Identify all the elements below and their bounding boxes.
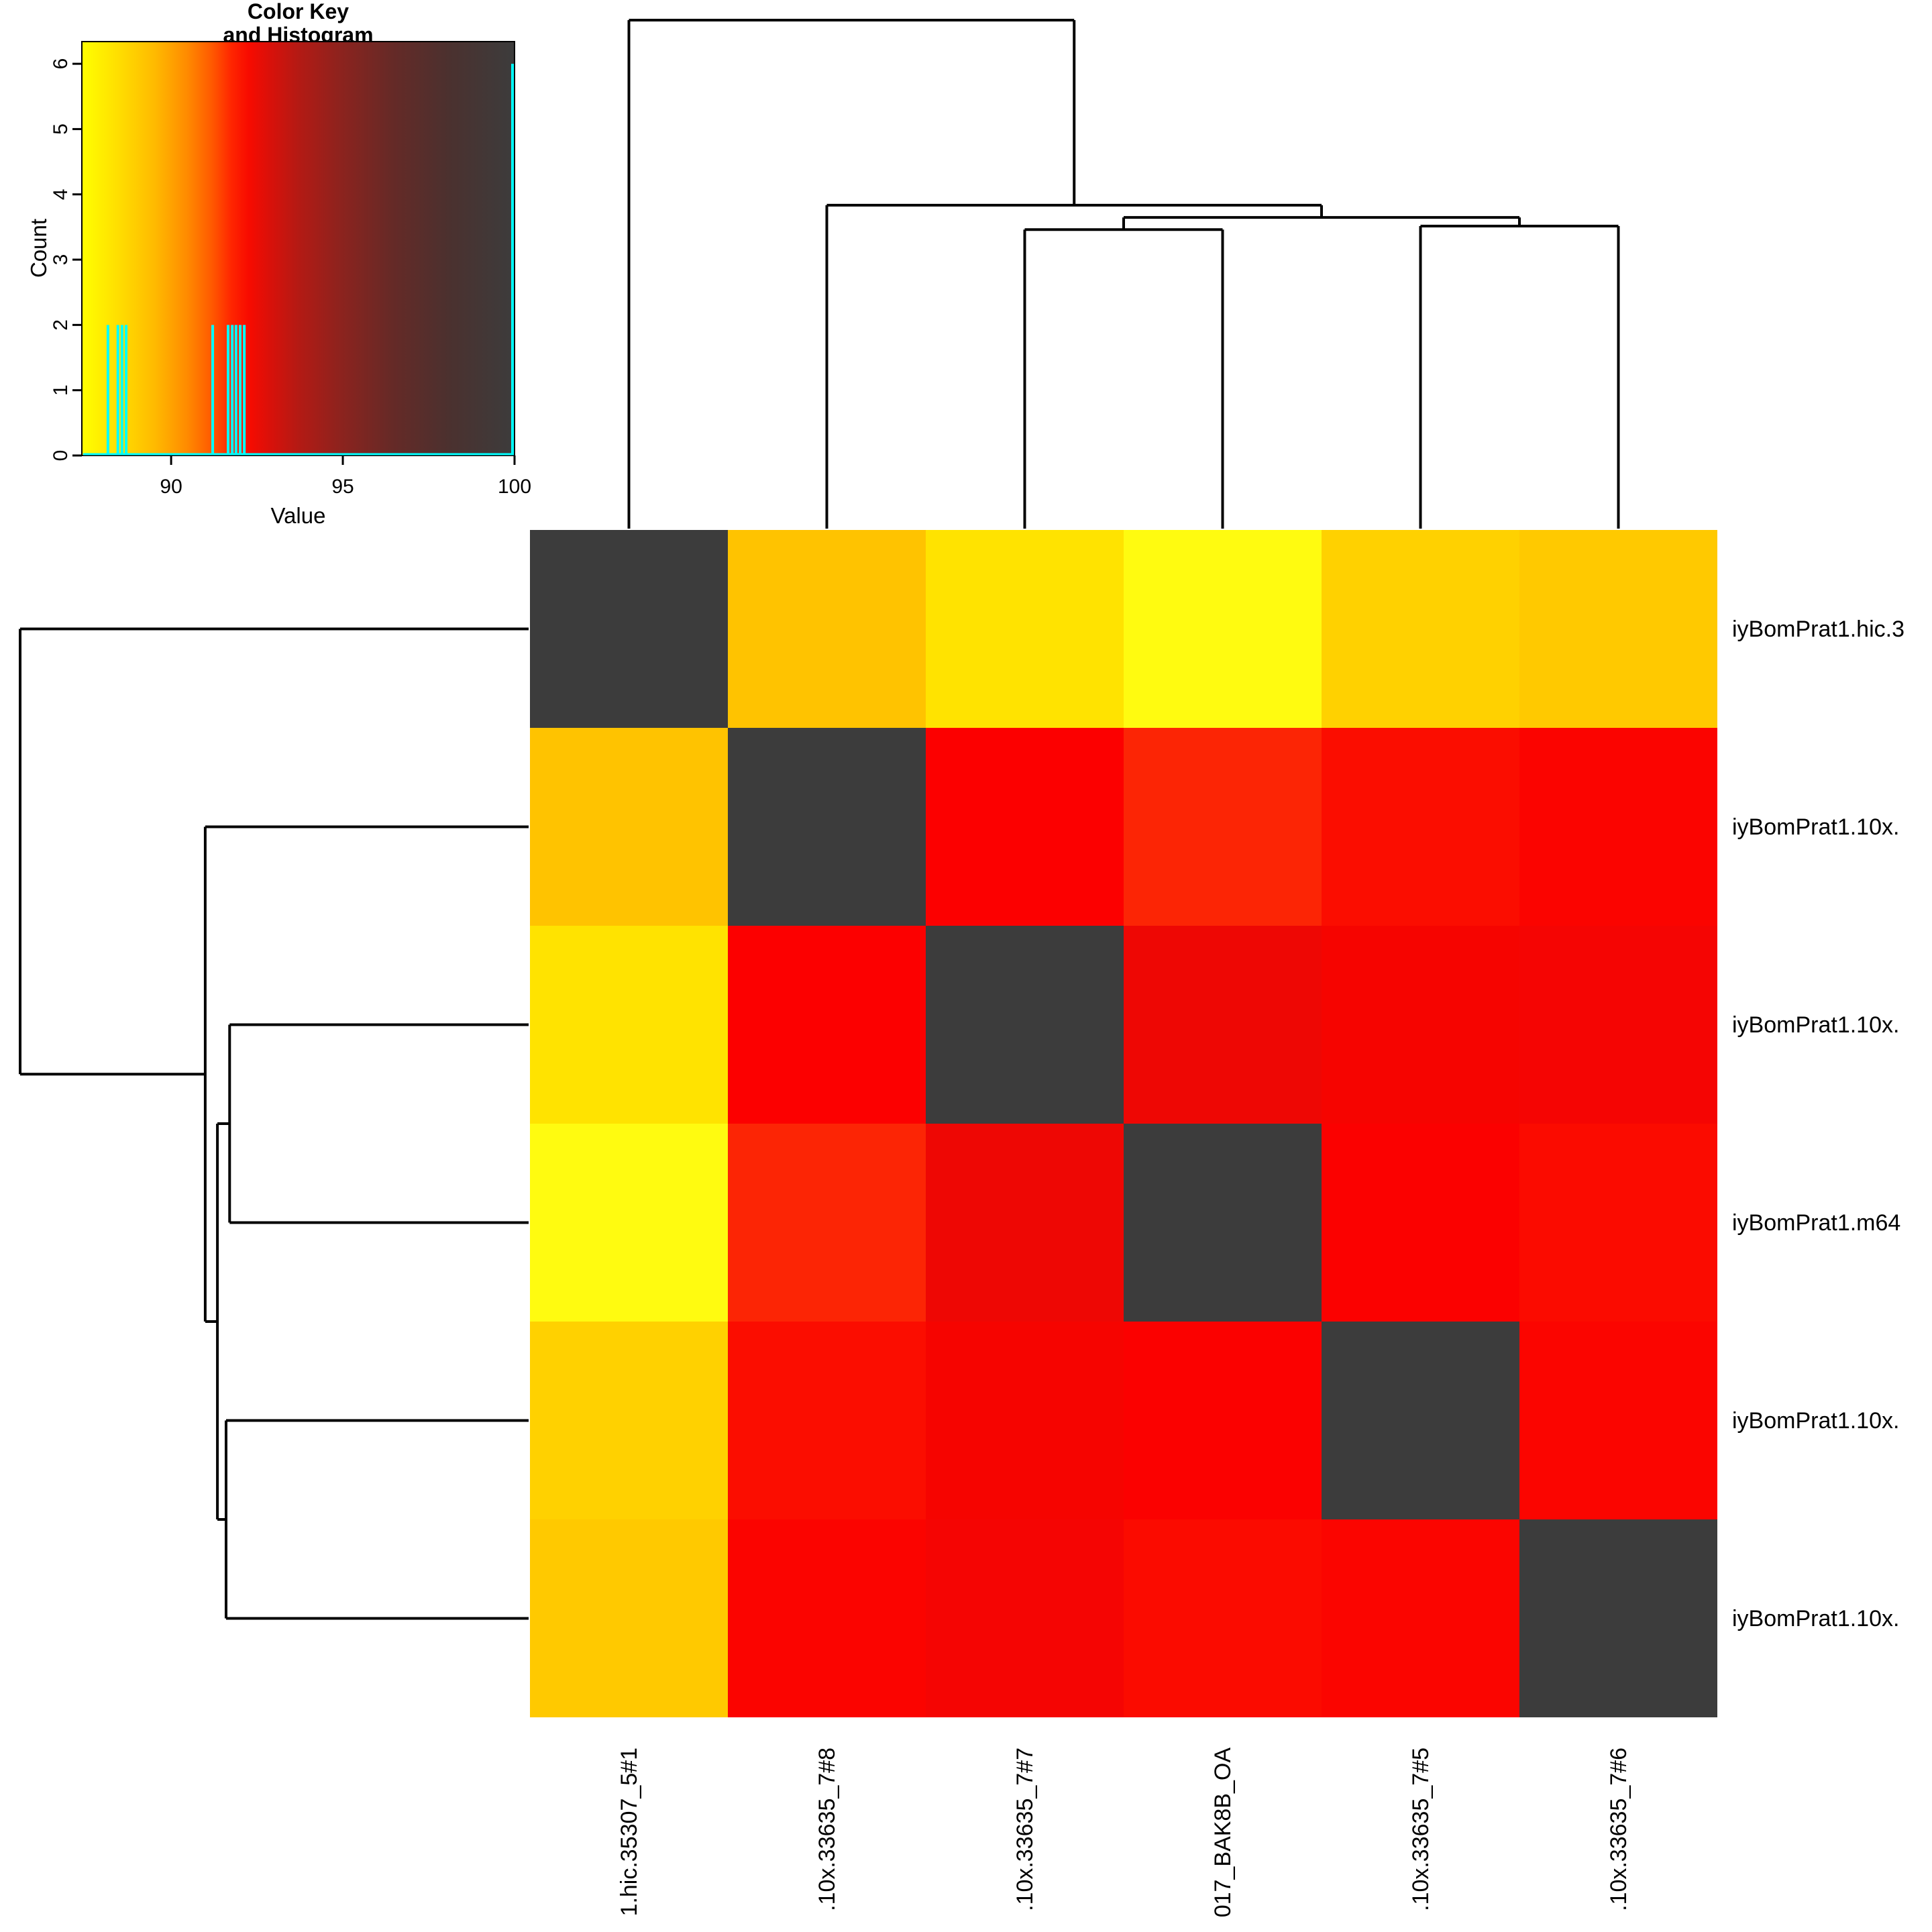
row-label: iyBomPrat1.m64 bbox=[1732, 1210, 1901, 1236]
heatmap-cell bbox=[1124, 728, 1322, 926]
heatmap-cell bbox=[1322, 530, 1519, 728]
heatmap-cell bbox=[926, 1322, 1124, 1519]
col-label: .10x.33635_7#7 bbox=[1012, 1748, 1038, 1911]
heatmap-cell bbox=[1519, 926, 1717, 1124]
color-key-gradient bbox=[81, 41, 515, 456]
heatmap-cell bbox=[728, 926, 926, 1124]
heatmap-cell bbox=[1124, 530, 1322, 728]
heatmap-cell bbox=[1322, 926, 1519, 1124]
row-label: iyBomPrat1.10x. bbox=[1732, 814, 1900, 840]
heatmap-cell bbox=[1322, 1124, 1519, 1322]
row-label: iyBomPrat1.10x. bbox=[1732, 1012, 1900, 1038]
heatmap-cell bbox=[530, 1322, 728, 1519]
heatmap-matrix bbox=[530, 530, 1717, 1717]
col-label: .10x.33635_7#5 bbox=[1407, 1748, 1434, 1911]
col-label: .10x.33635_7#6 bbox=[1605, 1748, 1631, 1911]
heatmap-cell bbox=[728, 1124, 926, 1322]
heatmap-cell bbox=[926, 926, 1124, 1124]
x-tick-label: 95 bbox=[331, 476, 354, 498]
y-tick-label: 6 bbox=[50, 58, 72, 70]
y-tick-label: 5 bbox=[50, 123, 72, 135]
y-tick-label: 4 bbox=[50, 189, 72, 200]
heatmap-cell bbox=[1124, 1519, 1322, 1717]
heatmap-cell bbox=[1519, 530, 1717, 728]
y-tick-label: 0 bbox=[50, 450, 72, 462]
heatmap-cell bbox=[728, 1322, 926, 1519]
y-tick-label: 2 bbox=[50, 319, 72, 331]
heatmap-cell bbox=[530, 1519, 728, 1717]
heatmap-cell bbox=[1519, 1519, 1717, 1717]
heatmap-cell bbox=[1124, 1322, 1322, 1519]
heatmap-cell bbox=[530, 728, 728, 926]
heatmap-cell bbox=[728, 530, 926, 728]
heatmap-cell bbox=[728, 1519, 926, 1717]
heatmap-cell bbox=[1519, 1322, 1717, 1519]
heatmap-cell bbox=[530, 1124, 728, 1322]
heatmap-cell bbox=[1519, 728, 1717, 926]
row-label: iyBomPrat1.hic.3 bbox=[1732, 616, 1904, 642]
heatmap-cell bbox=[1124, 926, 1322, 1124]
heatmap-cell bbox=[1519, 1124, 1717, 1322]
heatmap-cell bbox=[530, 926, 728, 1124]
heatmap-cell bbox=[1322, 1322, 1519, 1519]
row-label: iyBomPrat1.10x. bbox=[1732, 1605, 1900, 1631]
heatmap-cell bbox=[926, 728, 1124, 926]
color-key-title-line1: Color Key bbox=[247, 0, 350, 23]
y-tick-label: 1 bbox=[50, 384, 72, 396]
heatmap-cell bbox=[728, 728, 926, 926]
col-label: 1.hic.35307_5#1 bbox=[616, 1748, 642, 1917]
col-label: .10x.33635_7#8 bbox=[814, 1748, 840, 1911]
heatmap-cell bbox=[926, 1519, 1124, 1717]
row-label: iyBomPrat1.10x. bbox=[1732, 1407, 1900, 1434]
color-key-x-axis-label: Value bbox=[270, 503, 326, 528]
heatmap-cell bbox=[530, 530, 728, 728]
heatmap-cell bbox=[926, 530, 1124, 728]
y-tick-label: 3 bbox=[50, 254, 72, 266]
x-tick-label: 100 bbox=[498, 476, 531, 498]
heatmap-cell bbox=[1322, 1519, 1519, 1717]
heatmap-cell bbox=[926, 1124, 1124, 1322]
heatmap-cell bbox=[1124, 1124, 1322, 1322]
heatmap-cell bbox=[1322, 728, 1519, 926]
col-label: 017_BAK8B_OA bbox=[1210, 1748, 1236, 1918]
x-tick-label: 90 bbox=[160, 476, 182, 498]
color-key-plot: 90 95 100 0 1 2 3 4 5 6 bbox=[50, 41, 531, 498]
